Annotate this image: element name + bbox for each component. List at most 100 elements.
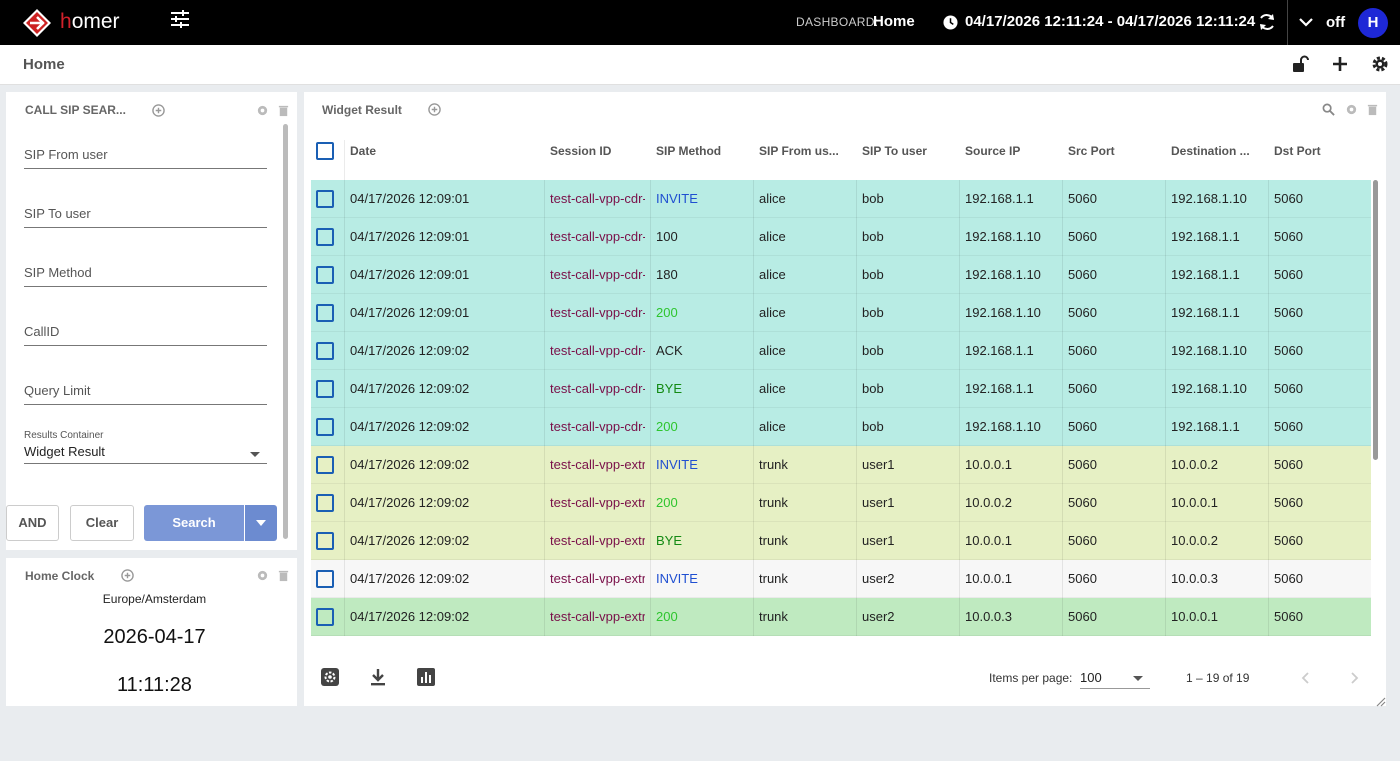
column-header-source-ip[interactable]: Source IP: [965, 144, 1021, 158]
resize-handle-icon[interactable]: [1376, 697, 1386, 707]
gear-icon[interactable]: [1345, 103, 1358, 116]
column-divider: [1268, 370, 1269, 408]
table-row[interactable]: 04/17/2026 12:09:01 test-call-vpp-cdr- 200…: [311, 294, 1371, 332]
cell-destination: 192.168.1.1: [1171, 267, 1240, 282]
column-divider: [544, 180, 545, 218]
column-divider: [1268, 446, 1269, 484]
sip-to-user-field[interactable]: SIP To user: [24, 206, 267, 228]
cell-source-ip: 192.168.1.1: [965, 191, 1034, 206]
gear-icon[interactable]: [256, 104, 269, 117]
column-divider: [856, 522, 857, 560]
table-row[interactable]: 04/17/2026 12:09:01 test-call-vpp-cdr- INV…: [311, 180, 1371, 218]
callid-field[interactable]: CallID: [24, 324, 267, 346]
brand-name[interactable]: homer: [60, 10, 120, 34]
homer-logo-icon[interactable]: [22, 8, 52, 38]
column-divider: [959, 332, 960, 370]
row-checkbox[interactable]: [316, 570, 334, 588]
column-divider: [753, 370, 754, 408]
row-checkbox[interactable]: [316, 190, 334, 208]
column-header-sip-to-user[interactable]: SIP To user: [862, 144, 927, 158]
row-checkbox[interactable]: [316, 380, 334, 398]
table-row[interactable]: 04/17/2026 12:09:02 test-call-vpp-extr BYE…: [311, 522, 1371, 560]
table-row[interactable]: 04/17/2026 12:09:02 test-call-vpp-extr INV…: [311, 446, 1371, 484]
add-circle-icon[interactable]: [121, 569, 134, 582]
table-row[interactable]: 04/17/2026 12:09:02 test-call-vpp-extr 200…: [311, 484, 1371, 522]
sip-method-field[interactable]: SIP Method: [24, 265, 267, 287]
query-limit-field[interactable]: Query Limit: [24, 383, 267, 405]
add-circle-icon[interactable]: [428, 103, 441, 116]
cell-dst-port: 5060: [1274, 229, 1303, 244]
search-icon[interactable]: [1322, 103, 1335, 116]
cell-session-id: test-call-vpp-cdr-: [550, 267, 645, 282]
row-checkbox[interactable]: [316, 342, 334, 360]
column-header-destination[interactable]: Destination ...: [1171, 144, 1250, 158]
column-header-sip-method[interactable]: SIP Method: [656, 144, 722, 158]
clock-icon[interactable]: [943, 15, 958, 30]
column-divider: [1062, 332, 1063, 370]
avatar[interactable]: H: [1358, 8, 1388, 38]
column-divider: [753, 218, 754, 256]
cell-session-id: test-call-vpp-cdr-: [550, 305, 645, 320]
column-header-src-port[interactable]: Src Port: [1068, 144, 1115, 158]
cell-sip-method: INVITE: [656, 571, 698, 586]
search-options-button[interactable]: [245, 505, 277, 541]
row-checkbox[interactable]: [316, 418, 334, 436]
time-range[interactable]: 04/17/2026 12:11:24 - 04/17/2026 12:11:2…: [965, 13, 1256, 30]
trash-icon[interactable]: [277, 569, 290, 582]
row-checkbox[interactable]: [316, 608, 334, 626]
row-checkbox[interactable]: [316, 456, 334, 474]
column-divider: [959, 256, 960, 294]
lock-open-icon[interactable]: [1290, 54, 1310, 74]
column-divider: [650, 256, 651, 294]
search-button[interactable]: Search: [144, 505, 244, 541]
table-row[interactable]: 04/17/2026 12:09:02 test-call-vpp-cdr- ACK…: [311, 332, 1371, 370]
chevron-left-icon[interactable]: [1298, 670, 1314, 686]
table-row[interactable]: 04/17/2026 12:09:02 test-call-vpp-cdr- BYE…: [311, 370, 1371, 408]
add-circle-icon[interactable]: [152, 104, 165, 117]
cell-src-port: 5060: [1068, 533, 1097, 548]
row-checkbox[interactable]: [316, 228, 334, 246]
column-header-sip-from-user[interactable]: SIP From us...: [759, 144, 839, 158]
row-checkbox[interactable]: [316, 494, 334, 512]
settings-icon[interactable]: [320, 667, 340, 687]
tune-icon[interactable]: [170, 9, 190, 29]
column-header-date[interactable]: Date: [350, 144, 377, 158]
and-button[interactable]: AND: [6, 505, 59, 541]
cell-dst-port: 5060: [1274, 419, 1303, 434]
chevron-down-icon[interactable]: [1297, 13, 1315, 31]
items-per-page-select[interactable]: 100: [1080, 667, 1150, 689]
refresh-icon[interactable]: [1257, 12, 1277, 32]
refresh-state-label[interactable]: off: [1326, 14, 1346, 31]
cell-sip-to-user: user1: [862, 457, 895, 472]
column-header-session-id[interactable]: Session ID: [550, 144, 612, 158]
column-divider: [1165, 332, 1166, 370]
column-header-dst-port[interactable]: Dst Port: [1274, 144, 1321, 158]
table-row[interactable]: 04/17/2026 12:09:02 test-call-vpp-cdr- 200…: [311, 408, 1371, 446]
select-all-checkbox[interactable]: [316, 142, 334, 160]
bar-chart-icon[interactable]: [416, 667, 436, 687]
column-divider: [544, 256, 545, 294]
field-label: SIP To user: [24, 206, 91, 221]
download-icon[interactable]: [368, 667, 388, 687]
search-panel-scrollbar[interactable]: [283, 124, 288, 539]
table-row[interactable]: 04/17/2026 12:09:02 test-call-vpp-extr 200…: [311, 598, 1371, 636]
gear-icon[interactable]: [1370, 54, 1390, 74]
results-container-select[interactable]: Widget Result: [24, 444, 267, 464]
row-checkbox[interactable]: [316, 304, 334, 322]
row-checkbox[interactable]: [316, 532, 334, 550]
row-checkbox[interactable]: [316, 266, 334, 284]
items-per-page-label: Items per page:: [989, 671, 1073, 685]
clear-button[interactable]: Clear: [70, 505, 134, 541]
table-row[interactable]: 04/17/2026 12:09:01 test-call-vpp-cdr- 100…: [311, 218, 1371, 256]
sip-from-user-field[interactable]: SIP From user: [24, 147, 267, 169]
cell-source-ip: 10.0.0.1: [965, 457, 1012, 472]
table-row[interactable]: 04/17/2026 12:09:02 test-call-vpp-extr INV…: [311, 560, 1371, 598]
cell-sip-method: 100: [656, 229, 678, 244]
add-icon[interactable]: [1330, 54, 1350, 74]
chevron-right-icon[interactable]: [1346, 670, 1362, 686]
table-scrollbar[interactable]: [1373, 180, 1378, 460]
table-row[interactable]: 04/17/2026 12:09:01 test-call-vpp-cdr- 180…: [311, 256, 1371, 294]
trash-icon[interactable]: [1366, 103, 1379, 116]
gear-icon[interactable]: [256, 569, 269, 582]
trash-icon[interactable]: [277, 104, 290, 117]
